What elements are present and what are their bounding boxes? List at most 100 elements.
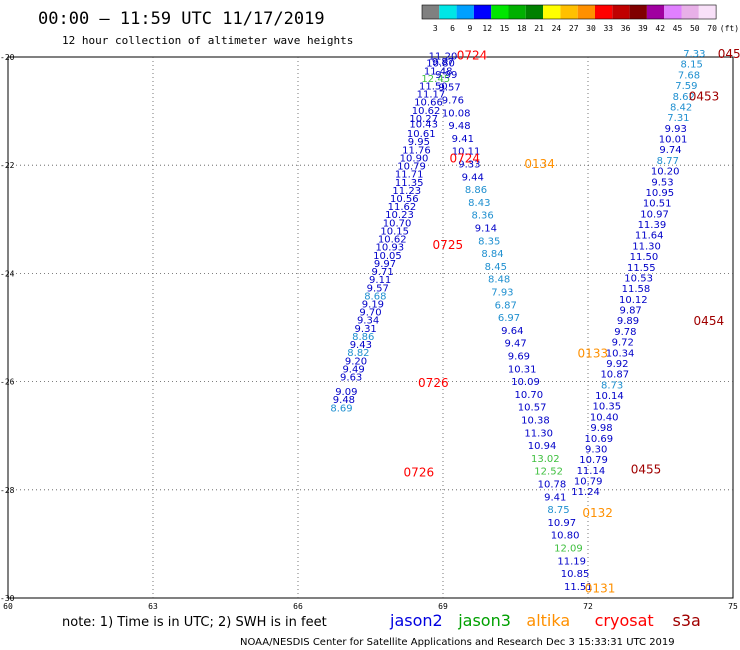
swh-value: 9.70: [359, 308, 381, 319]
colorbar-label: 12: [482, 24, 492, 33]
swh-value: 11.30: [632, 241, 661, 252]
y-tick-label: -20: [0, 53, 15, 62]
swh-value: 11.30: [524, 428, 553, 439]
swh-value: 9.57: [367, 283, 389, 294]
swh-value: 9.71: [371, 267, 393, 278]
pass-time-label: 0724: [449, 151, 480, 165]
swh-value: 10.15: [380, 226, 409, 237]
x-tick-label: 60: [3, 602, 13, 611]
pass-time-label: 0134: [524, 157, 555, 171]
swh-value: 11.50: [419, 81, 448, 92]
colorbar-label: 27: [569, 24, 579, 33]
swh-value: 9.95: [408, 137, 430, 148]
swh-value: 8.84: [481, 249, 503, 260]
swh-value: 9.09: [335, 387, 357, 398]
swh-value: 8.68: [364, 291, 386, 302]
pass-time-label: 0454: [694, 314, 725, 328]
swh-value: 9.99: [435, 70, 457, 81]
colorbar-label: 39: [638, 24, 648, 33]
swh-value: 10.31: [508, 364, 537, 375]
swh-value: 10.61: [407, 129, 436, 140]
swh-value: 10.27: [409, 114, 438, 125]
swh-value: 8.69: [330, 403, 352, 414]
swh-value: 10.62: [378, 235, 407, 246]
colorbar-label: 33: [603, 24, 613, 33]
swh-value: 9.41: [452, 134, 474, 145]
y-tick-label: -26: [0, 378, 15, 387]
swh-value: 8.42: [670, 102, 692, 113]
colorbar-frame: [421, 4, 717, 20]
swh-value: 11.35: [395, 178, 424, 189]
swh-value: 11.76: [402, 145, 431, 156]
swh-value: 7.33: [683, 49, 705, 60]
swh-value: 12.09: [554, 543, 583, 554]
swh-value: 11.48: [424, 66, 453, 77]
swh-value: 10.97: [640, 209, 669, 220]
colorbar-label: 9: [467, 24, 472, 33]
colorbar-label: 30: [586, 24, 596, 33]
legend-s3a: s3a: [673, 611, 701, 630]
swh-value: 10.56: [390, 194, 419, 205]
swh-value: 10.23: [385, 210, 414, 221]
swh-value: 10.95: [646, 188, 675, 199]
colorbar-label: 3: [433, 24, 438, 33]
swh-value: 7.31: [667, 113, 689, 124]
swh-value: 9.49: [342, 364, 364, 375]
swh-value: 8.35: [478, 236, 500, 247]
swh-value: 10.11: [452, 147, 481, 158]
swh-value: 8.75: [547, 505, 569, 516]
swh-value: 10.08: [442, 108, 471, 119]
swh-value: 10.20: [651, 167, 680, 178]
swh-value: 8.45: [485, 262, 507, 273]
swh-value: 9.41: [544, 492, 566, 503]
swh-value: 8.36: [471, 211, 493, 222]
pass-time-label: 0132: [582, 506, 613, 520]
swh-value: 10.51: [643, 199, 672, 210]
swh-value: 10.09: [511, 377, 540, 388]
swh-value: 12.45: [421, 74, 450, 85]
swh-value: 9.14: [475, 224, 497, 235]
colorbar-swatch: [664, 5, 682, 19]
swh-value: 11.62: [388, 202, 417, 213]
x-tick-label: 72: [583, 602, 593, 611]
swh-value: 9.48: [333, 395, 355, 406]
pass-time-label: 0453: [689, 89, 720, 103]
swh-value: 11.14: [577, 466, 606, 477]
swh-value: 9.34: [357, 316, 379, 327]
swh-value: 10.69: [585, 434, 614, 445]
swh-value: 10.90: [400, 153, 429, 164]
colorbar-swatch: [577, 5, 595, 19]
swh-value: 8.73: [601, 380, 623, 391]
swh-value: 9.93: [665, 124, 687, 135]
swh-value: 6.97: [498, 313, 520, 324]
pass-time-label: 0726: [418, 376, 449, 390]
swh-value: 11.58: [622, 284, 651, 295]
swh-value: 9.76: [442, 96, 464, 107]
swh-value: 9.69: [508, 351, 530, 362]
colorbar-label: 45: [673, 24, 683, 33]
swh-value: 7.59: [675, 81, 697, 92]
swh-value: 11.17: [417, 90, 446, 101]
colorbar-swatch: [646, 5, 665, 19]
legend-altika: altika: [526, 611, 570, 630]
swh-value: 11.20: [429, 52, 458, 63]
swh-value: 10.05: [373, 251, 402, 262]
swh-value: 11.24: [571, 487, 600, 498]
swh-value: 11.50: [630, 252, 659, 263]
colorbar-label: 6: [450, 24, 455, 33]
swh-value: 7.93: [491, 288, 513, 299]
swh-value: 8.48: [488, 275, 510, 286]
swh-value: 10.40: [590, 412, 619, 423]
colorbar-label: 18: [517, 24, 527, 33]
pass-time-label: 0131: [585, 582, 616, 596]
swh-value: 9.48: [448, 121, 470, 132]
swh-value: 7.68: [678, 70, 700, 81]
swh-value: 9.64: [501, 326, 523, 337]
swh-value: 10.78: [538, 479, 567, 490]
legend-jason3: jason3: [457, 611, 511, 630]
swh-value: 9.87: [432, 57, 454, 68]
colorbar-label: 70: [707, 24, 717, 33]
swh-value: 10.80: [551, 531, 580, 542]
swh-value: 10.70: [515, 390, 544, 401]
x-tick-label: 66: [293, 602, 303, 611]
